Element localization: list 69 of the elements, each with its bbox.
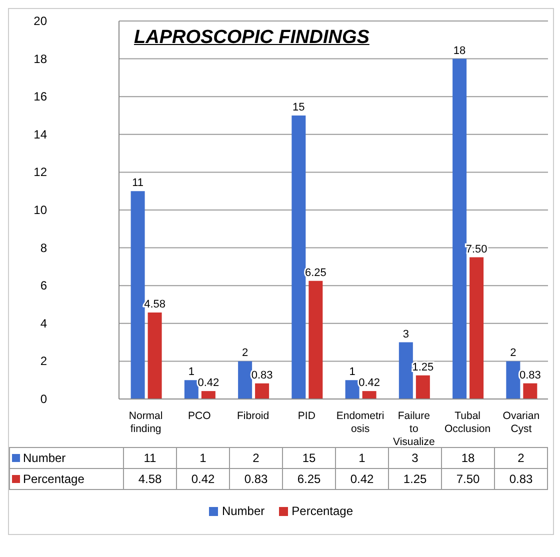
bar bbox=[148, 312, 162, 399]
x-tick-label: Fibroid bbox=[237, 410, 270, 422]
x-tick-label: Endometriosis bbox=[336, 410, 384, 435]
data-label: 3 bbox=[388, 448, 442, 468]
data-label: 15 bbox=[282, 448, 336, 468]
chart-title: LAPROSCOPIC FINDINGS bbox=[134, 27, 370, 49]
data-label: 1 bbox=[176, 448, 230, 468]
text: 0.42 bbox=[358, 377, 380, 390]
bar bbox=[506, 361, 520, 399]
y-tick-label: 0 bbox=[40, 392, 48, 406]
x-tick-label: Tubal Occlusion bbox=[444, 410, 491, 435]
y-tick-label: 16 bbox=[34, 90, 48, 104]
bar bbox=[130, 191, 145, 399]
bar bbox=[470, 257, 484, 399]
bar bbox=[184, 380, 198, 399]
text: 1 bbox=[188, 366, 194, 378]
y-tick-label: 10 bbox=[34, 203, 48, 217]
y-tick-label: 2 bbox=[40, 354, 48, 368]
y-tick-label: 18 bbox=[34, 52, 48, 66]
text: 11 bbox=[132, 177, 144, 190]
x-tick-label: PCO bbox=[188, 410, 211, 422]
bar bbox=[523, 383, 538, 399]
bar bbox=[308, 280, 323, 399]
y-tick-label: 14 bbox=[34, 127, 48, 142]
text: 1 bbox=[349, 366, 356, 378]
text: 15 bbox=[292, 102, 305, 114]
text: 2 bbox=[242, 347, 248, 360]
bar bbox=[452, 58, 467, 399]
text: 1.25 bbox=[412, 361, 434, 374]
data-label: 2 bbox=[230, 448, 282, 468]
text: 0.83 bbox=[519, 369, 541, 382]
data-label: 1 bbox=[336, 448, 388, 468]
bar bbox=[398, 342, 413, 399]
data-label: 1.25 bbox=[388, 468, 442, 490]
data-label: 11 bbox=[124, 448, 176, 468]
y-tick-label: 8 bbox=[40, 240, 48, 255]
bar bbox=[238, 361, 252, 399]
data-label: 6.25 bbox=[282, 468, 336, 490]
text: 7.50 bbox=[466, 243, 488, 256]
data-label: 0.42 bbox=[336, 468, 388, 490]
legend-label: Percentage bbox=[10, 468, 124, 490]
data-label: 0.83 bbox=[494, 468, 548, 490]
y-tick-label: 20 bbox=[34, 14, 48, 28]
legend-label: Number bbox=[10, 448, 124, 468]
bar bbox=[362, 391, 376, 399]
y-tick-label: 6 bbox=[40, 278, 48, 293]
bar bbox=[345, 380, 360, 399]
text: Percentage bbox=[292, 504, 354, 518]
y-tick-label: 4 bbox=[40, 316, 48, 330]
text: 6.25 bbox=[304, 266, 326, 279]
data-label: 2 bbox=[494, 448, 548, 468]
text: 3 bbox=[402, 328, 409, 340]
data-label: 7.50 bbox=[442, 468, 494, 490]
bar bbox=[416, 375, 430, 399]
data-label: 0.83 bbox=[230, 468, 282, 490]
x-tick-label: Normal finding bbox=[128, 410, 163, 435]
x-tick-label: Ovarian Cyst bbox=[502, 410, 540, 435]
data-label: 4.58 bbox=[124, 468, 176, 490]
text: 2 bbox=[510, 347, 516, 360]
text: Number bbox=[222, 504, 265, 518]
y-tick-label: 12 bbox=[34, 165, 48, 180]
data-label: 18 bbox=[442, 448, 494, 468]
text: 18 bbox=[453, 44, 466, 57]
x-tick-label: PID bbox=[298, 410, 316, 422]
data-label: 0.42 bbox=[176, 468, 230, 490]
bar bbox=[255, 383, 270, 399]
bar bbox=[201, 391, 216, 399]
x-tick-label: Failure to Visualize bbox=[393, 410, 436, 448]
bar bbox=[292, 116, 306, 399]
